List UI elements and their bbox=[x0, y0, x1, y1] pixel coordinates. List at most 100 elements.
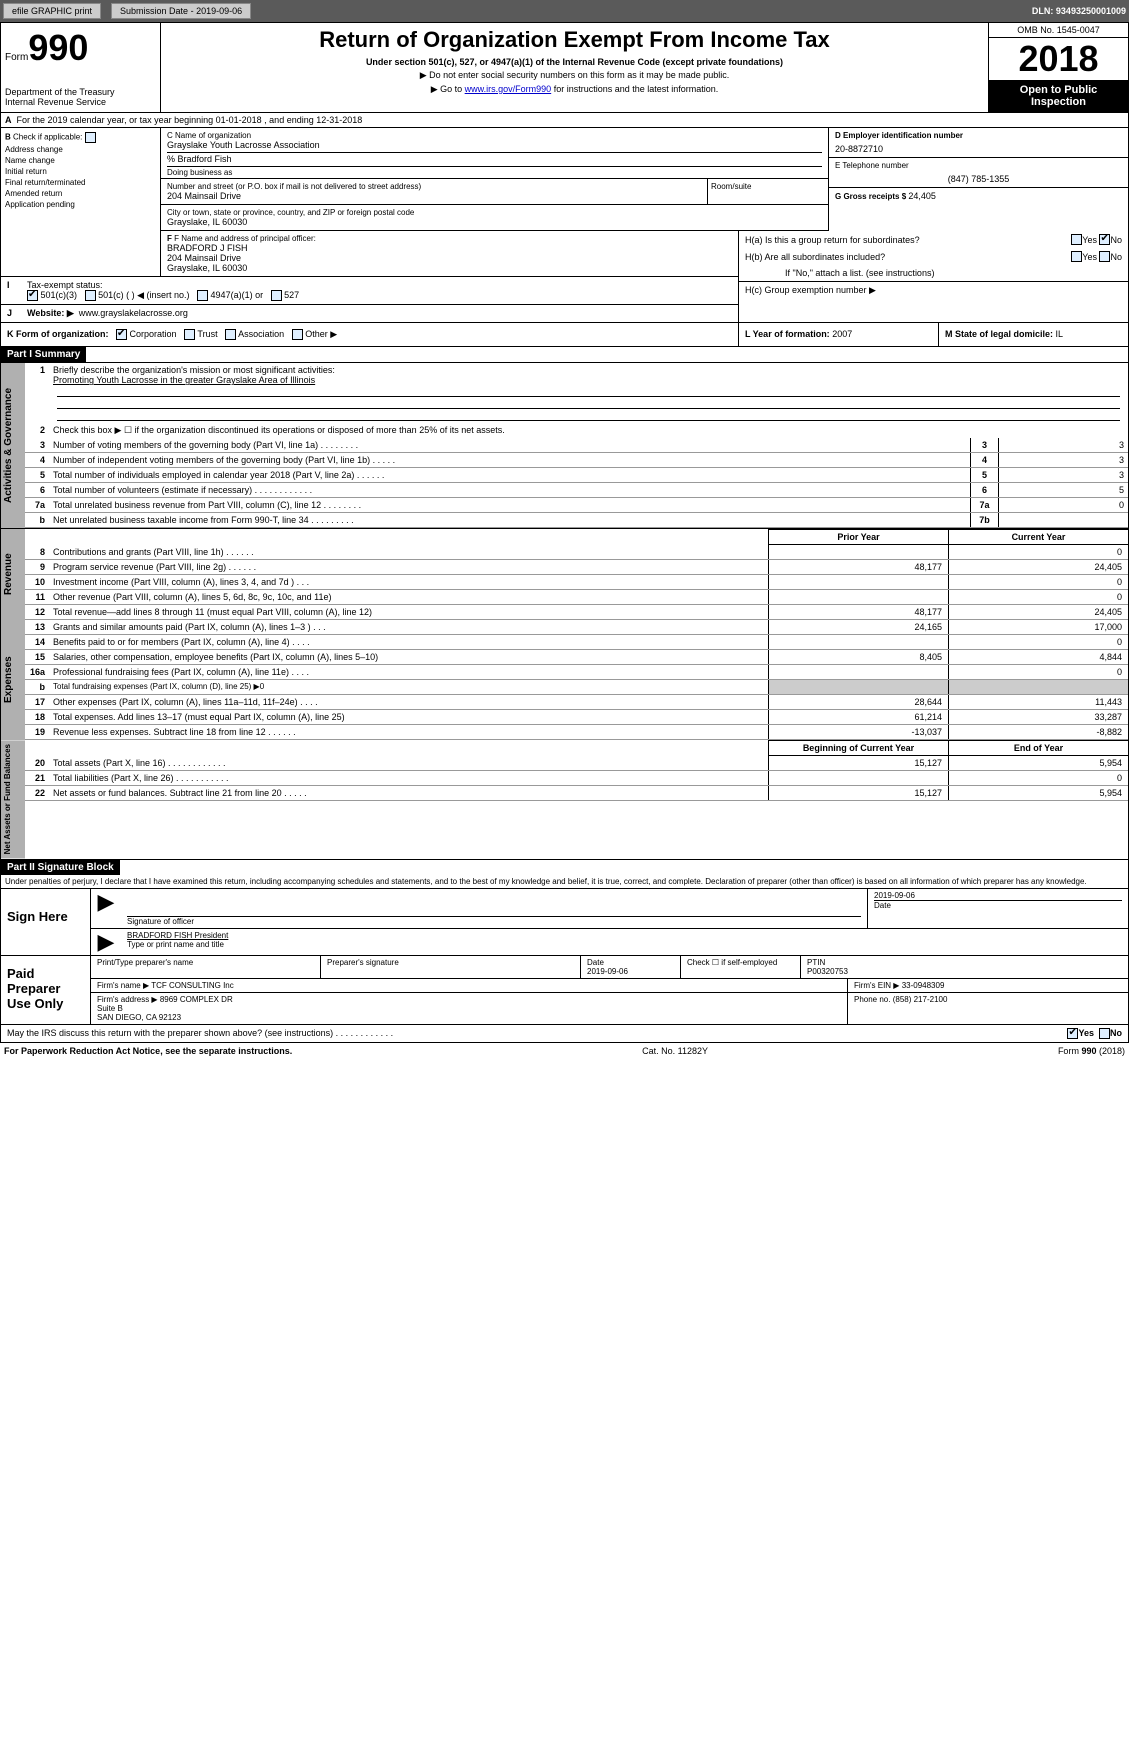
assoc-checkbox[interactable] bbox=[225, 329, 236, 340]
opt-corp: Corporation bbox=[130, 329, 177, 339]
submission-date: 2019-09-06 bbox=[196, 6, 242, 16]
yes-label: Yes bbox=[1082, 235, 1097, 245]
ein-label: D Employer identification number bbox=[835, 131, 1122, 140]
hb-no-checkbox[interactable] bbox=[1099, 251, 1110, 262]
col-c: C Name of organization Grayslake Youth L… bbox=[161, 128, 828, 231]
yes-label-2: Yes bbox=[1082, 252, 1097, 262]
self-employed-label: Check ☐ if self-employed bbox=[681, 956, 801, 978]
527-checkbox[interactable] bbox=[271, 290, 282, 301]
col-b: B Check if applicable: Address change Na… bbox=[1, 128, 161, 231]
irs-form990-link[interactable]: www.irs.gov/Form990 bbox=[465, 84, 552, 94]
line-row: 9Program service revenue (Part VIII, lin… bbox=[25, 560, 1128, 575]
state-domicile-value: IL bbox=[1056, 329, 1064, 339]
ha-yes-checkbox[interactable] bbox=[1071, 234, 1082, 245]
other-checkbox[interactable] bbox=[292, 329, 303, 340]
sig-arrow-icon: ▶ bbox=[91, 889, 121, 928]
footer: For Paperwork Reduction Act Notice, see … bbox=[0, 1043, 1129, 1059]
form-identity-block: Form 990 Department of the Treasury Inte… bbox=[1, 23, 161, 112]
goto-pre: ▶ Go to bbox=[431, 84, 465, 94]
amended-return-label: Amended return bbox=[5, 189, 62, 198]
line-row: 10Investment income (Part VIII, column (… bbox=[25, 575, 1128, 590]
line-row: 15Salaries, other compensation, employee… bbox=[25, 650, 1128, 665]
goto-note: ▶ Go to www.irs.gov/Form990 for instruct… bbox=[165, 84, 984, 95]
governance-section: Activities & Governance 1 Briefly descri… bbox=[0, 363, 1129, 529]
firm-name: TCF CONSULTING Inc bbox=[151, 981, 234, 990]
no-label: No bbox=[1110, 235, 1122, 245]
street-address: 204 Mainsail Drive bbox=[167, 191, 701, 201]
corp-checkbox[interactable] bbox=[116, 329, 127, 340]
col-fijk-left: F F Name and address of principal office… bbox=[1, 231, 738, 322]
prior-current-header: Prior Year Current Year bbox=[25, 529, 1128, 545]
opt-other: Other ▶ bbox=[305, 329, 337, 339]
irs-label: Internal Revenue Service bbox=[5, 97, 156, 107]
hb-label: H(b) Are all subordinates included? bbox=[745, 252, 1071, 262]
mission-value: Promoting Youth Lacrosse in the greater … bbox=[53, 375, 315, 385]
sig-arrow-icon-2: ▶ bbox=[91, 929, 121, 955]
addr-label: Number and street (or P.O. box if mail i… bbox=[167, 182, 701, 191]
governance-side-label: Activities & Governance bbox=[1, 363, 25, 528]
line-row: 13Grants and similar amounts paid (Part … bbox=[25, 620, 1128, 635]
row-j: J Website: ▶ www.grayslakelacrosse.org bbox=[1, 305, 738, 322]
expenses-side-label: Expenses bbox=[1, 620, 25, 740]
line-row: 11Other revenue (Part VIII, column (A), … bbox=[25, 590, 1128, 605]
sig-officer-label: Signature of officer bbox=[127, 916, 861, 926]
ptin-value: P00320753 bbox=[807, 967, 1122, 976]
line-row: 20Total assets (Part X, line 16) . . . .… bbox=[25, 756, 1128, 771]
hb-yes-checkbox[interactable] bbox=[1071, 251, 1082, 262]
omb-number: OMB No. 1545-0047 bbox=[989, 23, 1128, 38]
discuss-text: May the IRS discuss this return with the… bbox=[7, 1028, 1067, 1039]
line-row: 5Total number of individuals employed in… bbox=[25, 468, 1128, 483]
begin-end-header: Beginning of Current Year End of Year bbox=[25, 740, 1128, 756]
row-hc: H(c) Group exemption number ▶ bbox=[739, 282, 1128, 299]
discuss-no-checkbox[interactable] bbox=[1099, 1028, 1110, 1039]
line-row: bNet unrelated business taxable income f… bbox=[25, 513, 1128, 528]
hb-note-row: If "No," attach a list. (see instruction… bbox=[739, 265, 1128, 282]
paid-preparer-section: Paid Preparer Use Only Print/Type prepar… bbox=[0, 956, 1129, 1025]
care-of: % Bradford Fish bbox=[167, 152, 822, 164]
checkbox-icon[interactable] bbox=[85, 132, 96, 143]
line-row: 22Net assets or fund balances. Subtract … bbox=[25, 786, 1128, 801]
year-formation-value: 2007 bbox=[832, 329, 852, 339]
preparer-name-label: Print/Type preparer's name bbox=[91, 956, 321, 978]
col-h: H(a) Is this a group return for subordin… bbox=[738, 231, 1128, 322]
section-f-through-k: F F Name and address of principal office… bbox=[0, 231, 1129, 323]
prep-phone-label: Phone no. bbox=[854, 995, 893, 1004]
501c3-checkbox[interactable] bbox=[27, 290, 38, 301]
current-year-header: Current Year bbox=[948, 529, 1128, 545]
prep-date-value: 2019-09-06 bbox=[587, 967, 674, 976]
discuss-row: May the IRS discuss this return with the… bbox=[0, 1025, 1129, 1043]
penalty-text: Under penalties of perjury, I declare th… bbox=[0, 875, 1129, 888]
discuss-yes: Yes bbox=[1078, 1028, 1094, 1039]
initial-return-label: Initial return bbox=[5, 167, 47, 176]
submission-date-button[interactable]: Submission Date - 2019-09-06 bbox=[111, 3, 251, 19]
501c-checkbox[interactable] bbox=[85, 290, 96, 301]
netassets-section: Net Assets or Fund Balances Beginning of… bbox=[0, 740, 1129, 859]
efile-button[interactable]: efile GRAPHIC print bbox=[3, 3, 101, 19]
org-name-label: C Name of organization bbox=[167, 131, 822, 140]
ssn-note: ▶ Do not enter social security numbers o… bbox=[165, 70, 984, 81]
section-bcde: B Check if applicable: Address change Na… bbox=[0, 128, 1129, 231]
discuss-yes-checkbox[interactable] bbox=[1067, 1028, 1078, 1039]
line-row: 19Revenue less expenses. Subtract line 1… bbox=[25, 725, 1128, 740]
phone-label: E Telephone number bbox=[835, 161, 1122, 170]
revenue-side-label: Revenue bbox=[1, 529, 25, 620]
name-title-label: Type or print name and title bbox=[127, 940, 1122, 949]
opt-4947: 4947(a)(1) or bbox=[211, 290, 264, 300]
firm-addr-label: Firm's address ▶ bbox=[97, 995, 160, 1004]
netassets-side-label: Net Assets or Fund Balances bbox=[1, 740, 25, 858]
preparer-sig-label: Preparer's signature bbox=[321, 956, 581, 978]
line-row: 18Total expenses. Add lines 13–17 (must … bbox=[25, 710, 1128, 725]
firm-ein: 33-0948309 bbox=[902, 981, 945, 990]
end-year-header: End of Year bbox=[948, 740, 1128, 756]
ptin-label: PTIN bbox=[807, 958, 1122, 967]
trust-checkbox[interactable] bbox=[184, 329, 195, 340]
opt-501c3: 501(c)(3) bbox=[41, 290, 78, 300]
4947-checkbox[interactable] bbox=[197, 290, 208, 301]
line-row: 21Total liabilities (Part X, line 26) . … bbox=[25, 771, 1128, 786]
col-b-header: Check if applicable: bbox=[13, 133, 82, 142]
row-k-lm: K Form of organization: Corporation Trus… bbox=[0, 323, 1129, 347]
open-to-public: Open to Public Inspection bbox=[989, 80, 1128, 112]
dln-label: DLN: bbox=[1032, 6, 1056, 16]
ha-no-checkbox[interactable] bbox=[1099, 234, 1110, 245]
form-org-label: K Form of organization: bbox=[7, 329, 109, 339]
